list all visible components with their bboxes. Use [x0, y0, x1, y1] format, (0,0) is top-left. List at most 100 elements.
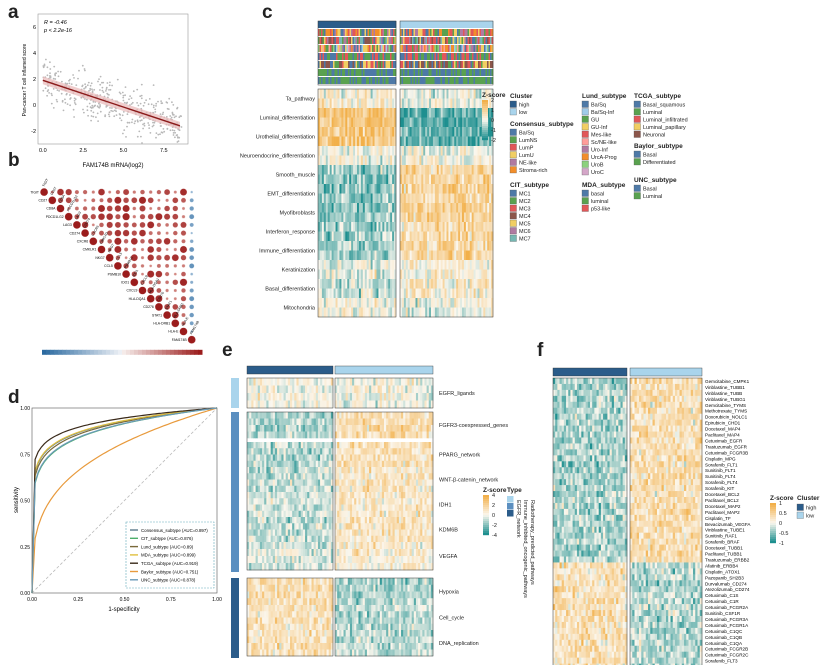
panel-c-heat-cell	[386, 298, 388, 308]
panel-c-zscore-tick: 2	[491, 98, 494, 104]
panel-b-colorbar-segment	[102, 350, 107, 355]
panel-e-heat-cell	[393, 412, 395, 419]
panel-c-heat-cell	[489, 156, 491, 166]
panel-c-heat-cell	[326, 108, 328, 118]
panel-c-heat-cell	[361, 241, 363, 251]
panel-b-colorbar-segment	[166, 350, 171, 355]
panel-c-legend-item: high	[519, 103, 529, 109]
panel-e-heat-cell	[273, 461, 275, 468]
panel-e-heat-cell	[393, 378, 395, 386]
panel-e-heat-cell	[249, 419, 251, 426]
panel-a-point	[77, 78, 79, 80]
panel-c-heat-cell	[347, 222, 349, 232]
panel-b-cell	[189, 313, 194, 318]
panel-e-heat-cell	[395, 393, 397, 401]
panel-c-heat-cell	[437, 146, 439, 156]
panel-c-heat-cell	[472, 184, 474, 194]
panel-c-heat-cell	[367, 118, 369, 128]
panel-e-heat-cell	[348, 448, 350, 455]
panel-e-heat-cell	[266, 419, 268, 426]
panel-c-heat-cell	[320, 298, 322, 308]
panel-c-heat-cell	[380, 194, 382, 204]
panel-e-heat-cell	[335, 432, 337, 439]
panel-e-heat-cell	[324, 419, 326, 426]
panel-c-heat-cell	[456, 298, 458, 308]
panel-e-heat-cell	[367, 432, 369, 439]
panel-c-heat-cell	[336, 222, 338, 232]
panel-c-heat-cell	[371, 298, 373, 308]
panel-b-cell	[189, 296, 194, 301]
panel-c-heat-cell	[419, 137, 421, 147]
panel-c-heat-cell	[320, 156, 322, 166]
panel-c-heat-cell	[462, 213, 464, 223]
panel-c-heat-cell	[388, 241, 390, 251]
panel-c-heat-cell	[433, 89, 435, 99]
panel-c-heat-cell	[437, 289, 439, 299]
panel-c-heat-cell	[460, 270, 462, 280]
panel-c-heat-cell	[392, 184, 394, 194]
panel-e-heat-cell	[301, 442, 303, 449]
panel-e-heat-cell	[412, 442, 414, 449]
panel-e-heat-cell	[401, 419, 403, 426]
panel-c-heat-cell	[367, 108, 369, 118]
panel-c-heat-cell	[454, 146, 456, 156]
panel-e-heat-cell	[288, 467, 290, 474]
panel-e-heat-cell	[416, 401, 418, 409]
panel-c-heat-cell	[371, 241, 373, 251]
panel-c-heat-cell	[324, 289, 326, 299]
panel-e-heat-cell	[281, 425, 283, 432]
panel-e-heat-cell	[341, 442, 343, 449]
panel-c-heat-cell	[462, 156, 464, 166]
panel-e-heat-cell	[363, 412, 365, 419]
panel-c-heat-cell	[322, 146, 324, 156]
panel-c-heat-cell	[431, 146, 433, 156]
panel-c-heat-cell	[425, 194, 427, 204]
panel-c-heat-cell	[380, 270, 382, 280]
panel-e-heat-cell	[424, 442, 426, 449]
panel-e-heat-cell	[271, 401, 273, 409]
panel-c-heat-cell	[322, 118, 324, 128]
panel-a-ytick: 4	[33, 51, 36, 57]
panel-c-heat-cell	[435, 222, 437, 232]
panel-c-heat-cell	[386, 279, 388, 289]
panel-c-legend-swatch	[634, 109, 641, 116]
panel-c-heat-cell	[332, 251, 334, 261]
panel-e-heat-cell	[412, 448, 414, 455]
panel-c-heat-cell	[450, 222, 452, 232]
panel-c-heat-cell	[361, 108, 363, 118]
panel-e-heat-cell	[378, 425, 380, 432]
panel-c-heat-cell	[328, 89, 330, 99]
panel-b-cell	[133, 190, 137, 194]
panel-b-cell	[163, 311, 171, 319]
panel-c-heat-cell	[357, 279, 359, 289]
panel-c-zscore-tick: -1	[491, 128, 496, 134]
panel-c-heat-cell	[419, 156, 421, 166]
panel-c-heat-cell	[478, 298, 480, 308]
panel-c-heat-cell	[481, 241, 483, 251]
panel-c-heat-cell	[443, 108, 445, 118]
panel-e-heat-cell	[375, 393, 377, 401]
panel-c-heat-cell	[454, 89, 456, 99]
panel-a-point	[51, 94, 53, 96]
panel-c-heat-cell	[429, 232, 431, 242]
panel-c-heat-cell	[441, 118, 443, 128]
panel-c-heat-cell	[485, 184, 487, 194]
panel-c-legend-item: MC6	[519, 229, 531, 235]
panel-e-heat-cell	[247, 467, 249, 474]
panel-c-heat-cell	[448, 289, 450, 299]
panel-c-heat-cell	[427, 99, 429, 109]
panel-c-zscore-segment	[482, 122, 488, 124]
panel-c-heat-cell	[423, 251, 425, 261]
panel-c-heat-cell	[431, 260, 433, 270]
panel-c-heat-cell	[456, 260, 458, 270]
panel-c-heat-cell	[464, 89, 466, 99]
panel-e-heat-cell	[416, 448, 418, 455]
panel-c-heat-cell	[365, 298, 367, 308]
panel-c-heat-cell	[369, 156, 371, 166]
panel-e-heat-cell	[384, 442, 386, 449]
panel-e-heat-cell	[288, 425, 290, 432]
panel-c-heat-cell	[386, 99, 388, 109]
panel-c-heat-cell	[351, 118, 353, 128]
panel-e-heat-cell	[260, 386, 262, 394]
panel-c-heat-cell	[363, 175, 365, 185]
